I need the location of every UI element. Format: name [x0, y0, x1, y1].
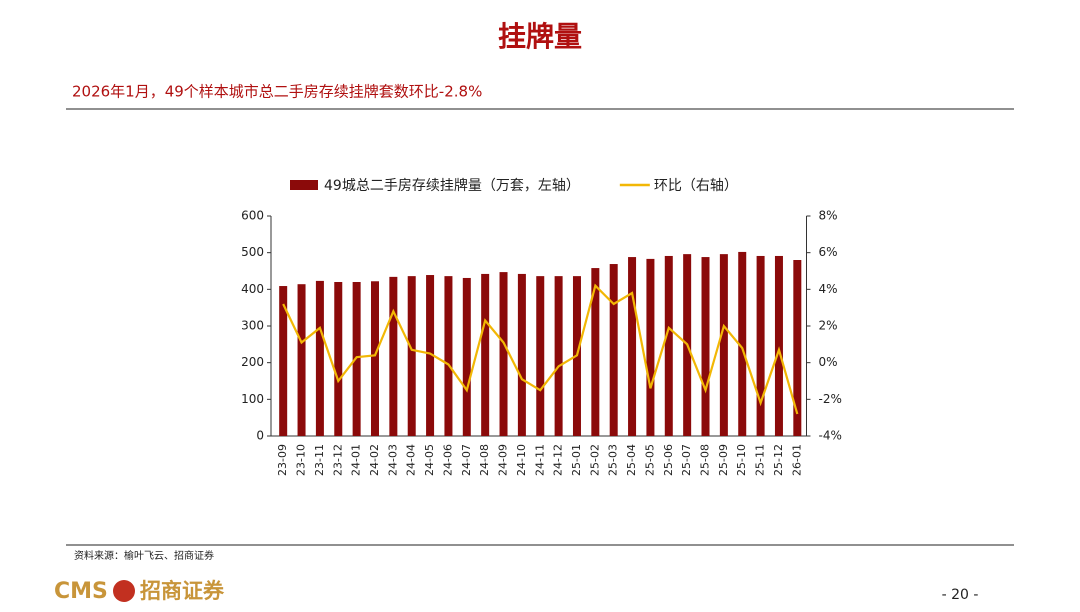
x-tick-label: 24-05: [423, 444, 436, 476]
bar: [609, 264, 618, 436]
x-tick-label: 25-09: [717, 444, 730, 476]
y2-tick-label: 2%: [819, 319, 838, 333]
y-tick-label: 0: [256, 429, 264, 443]
x-tick-label: 26-01: [790, 444, 803, 476]
y2-tick-label: 8%: [819, 209, 838, 223]
y2-tick-label: 4%: [819, 282, 838, 296]
x-tick-label: 25-01: [570, 444, 583, 476]
line: [282, 283, 799, 415]
page-number: - 20 -: [942, 587, 979, 603]
x-tick-label: 24-03: [386, 444, 399, 476]
logo-icon: [113, 580, 135, 602]
bar: [444, 276, 453, 436]
x-tick-label: 24-06: [441, 444, 454, 476]
x-tick-label: 25-08: [699, 444, 712, 476]
legend-label: 49城总二手房存续挂牌量（万套，左轴）: [324, 177, 580, 194]
bar: [352, 282, 361, 436]
x-tick-label: 24-08: [478, 444, 491, 476]
x-tick-label: 25-11: [754, 444, 767, 476]
x-tick-label: 24-01: [350, 444, 363, 476]
y-tick-label: 200: [241, 355, 264, 369]
source: 资料来源：榆叶飞云、招商证券: [74, 549, 214, 562]
y-tick-label: 500: [241, 245, 264, 259]
x-tick-label: 25-05: [643, 444, 656, 476]
x-tick-label: 25-10: [735, 444, 748, 476]
logo-text: 招商证券: [140, 579, 225, 603]
bar: [774, 255, 783, 436]
bar: [462, 277, 471, 436]
x-tick-label: 24-12: [552, 444, 565, 476]
x-tick-label: 24-04: [405, 444, 418, 476]
bar: [646, 258, 655, 436]
y-tick-label: 100: [241, 392, 264, 406]
x-tick-label: 25-03: [607, 444, 620, 476]
bar: [719, 254, 728, 436]
x-tick-label: 25-06: [662, 444, 675, 476]
y2-tick-label: -4%: [819, 429, 842, 443]
x-tick-label: 24-10: [515, 444, 528, 476]
bar: [738, 251, 747, 436]
x-tick-label: 24-02: [368, 444, 381, 476]
bar: [426, 275, 435, 436]
y2-tick-label: 0%: [819, 355, 838, 369]
y2-tick-label: 6%: [819, 245, 838, 259]
bar: [793, 260, 802, 436]
x-tick-label: 25-12: [772, 444, 785, 476]
bar: [407, 276, 416, 436]
bar: [499, 272, 508, 436]
y2-tick-label: -2%: [819, 392, 842, 406]
x-tick-label: 24-09: [497, 444, 510, 476]
bar: [554, 276, 563, 436]
bar: [628, 257, 637, 436]
x-tick-label: 23-10: [295, 444, 308, 476]
bar: [536, 276, 545, 436]
bar: [664, 255, 673, 436]
bar: [481, 273, 490, 436]
bar: [591, 268, 600, 436]
x-tick-label: 25-07: [680, 444, 693, 476]
page-title: 挂牌量: [498, 20, 582, 53]
bar: [517, 273, 526, 436]
legend-label: 环比（右轴）: [654, 178, 738, 194]
x-tick-label: 24-11: [533, 444, 546, 476]
x-tick-label: 24-07: [460, 444, 473, 476]
bar: [756, 255, 765, 436]
x-tick-label: 23-12: [331, 444, 344, 476]
x-tick-label: 23-11: [313, 444, 326, 476]
subtitle: 2026年1月，49个样本城市总二手房存续挂牌套数环比-2.8%: [72, 83, 482, 101]
bar: [279, 286, 288, 436]
y-tick-label: 400: [241, 282, 264, 296]
x-tick-label: 23-09: [276, 444, 289, 476]
bar: [701, 257, 710, 436]
bar: [297, 284, 306, 436]
x-tick-label: 25-02: [588, 444, 601, 476]
bar: [389, 276, 398, 436]
chart: 0 100 200 300 400 500 600 -4% -2% 0% 2% 4% 6% 8% 23-09…: [241, 177, 842, 476]
logo-text: CMS: [54, 579, 108, 604]
y-tick-label: 600: [241, 209, 264, 223]
y-tick-label: 300: [241, 319, 264, 333]
legend-swatch: [290, 180, 318, 190]
bar: [315, 280, 324, 436]
bar: [370, 281, 379, 436]
bar: [334, 282, 343, 436]
x-tick-label: 25-04: [625, 444, 638, 476]
